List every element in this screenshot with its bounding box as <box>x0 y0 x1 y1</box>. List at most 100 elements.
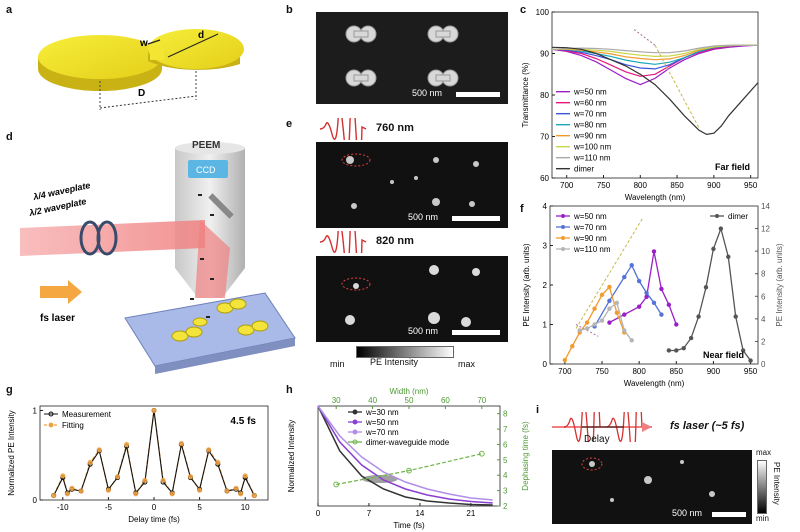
data-point-fitting <box>206 447 212 453</box>
data-point <box>592 306 597 311</box>
y-tick-label: 70 <box>540 133 549 142</box>
d-arrow <box>167 33 219 58</box>
x-tick-label: 700 <box>558 367 572 376</box>
pulse-pair <box>552 412 652 442</box>
panel-label-e: e <box>286 118 293 130</box>
data-point-fitting <box>87 459 93 465</box>
legend-label: dimer <box>728 212 748 221</box>
laser-arrow <box>40 280 82 304</box>
chart-h-dephasing: 0 7 14 21 Time (fs) Normalized Intensity 30 40 5… <box>287 387 530 530</box>
y2-axis-label: PE Intensity (arb. units) <box>775 243 784 326</box>
y2-tick-label: 4 <box>761 315 766 324</box>
data-point-dimer-waveguide <box>333 481 340 488</box>
series-line-w110nm <box>551 44 758 54</box>
data-point <box>614 300 620 305</box>
legend-label: w=80 nm <box>573 121 607 130</box>
y2-tick-label: 8 <box>761 270 766 279</box>
peem-setup: PEEM CCD λ/4 waveplate λ/2 waveplate fs … <box>20 140 296 374</box>
y-axis-label: Transmittance (%) <box>521 62 530 127</box>
peem820-scale-text: 500 nm <box>408 326 439 336</box>
data-point-fitting <box>51 492 57 499</box>
colorbar-e-min: min <box>330 359 345 369</box>
legend-label: w=110 nm <box>573 154 611 163</box>
gap-bridge <box>150 48 164 60</box>
wavelength-760: 760 nm <box>376 122 414 134</box>
label-w: w <box>139 38 148 49</box>
data-point <box>599 318 605 323</box>
data-point-fitting <box>114 474 121 480</box>
legend-label: w=70 nm <box>573 110 607 119</box>
y-tick-label: 4 <box>543 202 548 211</box>
x2-tick-label: 60 <box>441 396 450 405</box>
legend-label: w=110 nm <box>573 245 611 254</box>
legend-marker <box>561 214 565 218</box>
legend-label: w=70 nm <box>365 428 399 437</box>
data-point <box>577 328 582 333</box>
x-tick-label: 14 <box>415 509 424 518</box>
x-tick-label: 850 <box>670 367 684 376</box>
data-point-fitting <box>242 473 248 479</box>
annotation-near-field: Near field <box>703 350 744 360</box>
y2-tick-label: 4 <box>503 471 508 480</box>
data-point-fitting <box>178 441 184 447</box>
panel-label-i: i <box>536 404 540 416</box>
data-point <box>607 320 612 325</box>
series-line-w50nm <box>609 251 677 325</box>
panel-label-h: h <box>286 384 293 396</box>
data-point <box>674 322 679 327</box>
legend-marker <box>48 422 54 428</box>
data-point-fitting <box>69 485 75 491</box>
legend-marker <box>352 419 358 425</box>
data-point <box>599 292 605 298</box>
data-point-dimer-waveguide <box>478 450 485 457</box>
legend-marker <box>352 439 358 445</box>
legend-marker <box>561 247 565 251</box>
legend-marker <box>352 409 358 415</box>
disk-right <box>148 29 244 70</box>
data-point <box>644 290 649 296</box>
data-point <box>644 294 649 300</box>
data-point <box>666 348 672 353</box>
data-point <box>614 310 620 315</box>
legend-label: w=50 nm <box>573 88 607 97</box>
data-point-fitting <box>151 407 157 414</box>
data-point <box>592 322 597 327</box>
x-tick-label: 7 <box>367 509 372 518</box>
y-tick-label: 80 <box>540 91 549 100</box>
x-axis-label: Delay time (fs) <box>128 515 180 524</box>
colorbar-e-title: PE Intensity <box>370 357 419 367</box>
mirror <box>208 193 234 219</box>
peemi-scale-bar <box>712 512 746 517</box>
pulse-icon-820 <box>319 231 367 253</box>
data-point <box>629 263 634 268</box>
fs-laser-label: fs laser <box>40 313 75 324</box>
x-tick-label: 800 <box>632 367 646 376</box>
colorbar-i <box>757 460 767 514</box>
data-point-dimer-waveguide <box>406 467 412 474</box>
data-point <box>562 357 568 363</box>
ccd-label: CCD <box>196 165 216 175</box>
sem-scale-bar <box>456 92 500 97</box>
w-arrow <box>147 39 161 45</box>
label-D: D <box>138 88 145 99</box>
y-tick-label: 1 <box>33 406 38 415</box>
legend-marker <box>715 214 719 218</box>
data-point <box>584 326 590 331</box>
data-point-fitting <box>78 488 84 494</box>
data-point <box>629 338 634 343</box>
x-tick-label: -5 <box>105 503 113 512</box>
data-point <box>659 312 664 317</box>
sem-image: 500 nm <box>316 12 508 104</box>
y-tick-label: 3 <box>543 242 548 251</box>
ccd-box <box>188 160 228 178</box>
legend-label: w=90 nm <box>573 132 607 141</box>
y2-tick-label: 2 <box>761 337 766 346</box>
legend-marker <box>561 225 565 229</box>
y2-tick-label: 12 <box>761 225 770 234</box>
y-tick-label: 100 <box>536 8 550 17</box>
peem-image-820: 500 nm <box>316 256 508 342</box>
data-point <box>607 284 612 290</box>
x2-tick-label: 40 <box>368 396 377 405</box>
y-tick-label: 1 <box>543 321 548 330</box>
x-tick-label: 800 <box>634 181 648 190</box>
